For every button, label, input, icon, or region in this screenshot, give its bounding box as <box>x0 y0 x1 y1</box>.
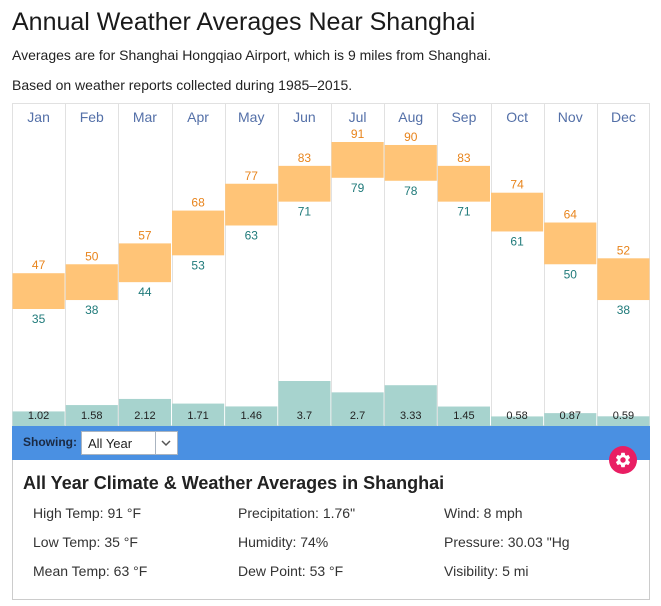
precip-bar <box>172 403 225 426</box>
month-label: Jan <box>27 109 50 125</box>
summary-title: All Year Climate & Weather Averages in S… <box>23 473 445 493</box>
precip-bar <box>65 405 118 426</box>
period-select[interactable]: All Year <box>81 431 178 455</box>
temp-range-bar <box>544 222 597 265</box>
page-title: Annual Weather Averages Near Shanghai <box>12 8 476 36</box>
precip-bar <box>278 381 331 426</box>
low-temp-label: 38 <box>85 303 99 317</box>
high-temp-label: 57 <box>138 228 152 242</box>
monthly-weather-chart: Jan 47 35 1.02 Feb 50 38 1.58 Mar 57 44 2.12 Apr 68 53… <box>12 103 650 426</box>
precip-bar <box>491 416 544 426</box>
high-temp-label: 50 <box>85 249 99 263</box>
select-divider <box>155 432 156 454</box>
wind-stat: Wind: 8 mph <box>444 505 523 521</box>
station-description: Averages are for Shanghai Hongqiao Airpo… <box>12 47 492 63</box>
high-temp-label: 68 <box>191 196 205 210</box>
precip-label: 2.7 <box>350 410 365 422</box>
temp-range-bar <box>491 192 544 232</box>
precip-label: 3.33 <box>400 410 421 422</box>
low-temp-label: 35 <box>32 312 46 326</box>
climate-summary-panel: All Year Climate & Weather Averages in S… <box>12 460 650 600</box>
period-selector-bar: Showing: All Year <box>12 426 650 460</box>
data-period-note: Based on weather reports collected durin… <box>12 77 353 93</box>
high-temp-label: 90 <box>404 130 418 144</box>
temp-range-bar <box>331 142 384 178</box>
precip-bar <box>384 385 437 426</box>
humidity-stat: Humidity: 74% <box>238 534 329 550</box>
high-temp-label: 74 <box>510 178 524 192</box>
month-label: Jun <box>293 109 316 125</box>
high-temp-label: 47 <box>32 258 46 272</box>
high-temp-label: 64 <box>564 208 578 222</box>
low-temp-label: 38 <box>617 303 631 317</box>
temp-range-bar <box>225 183 278 226</box>
low-temp-label: 61 <box>510 234 524 248</box>
month-label: Oct <box>506 109 528 125</box>
high-temp-label: 77 <box>245 169 259 183</box>
month-label: Mar <box>133 109 157 125</box>
low-temp-label: 71 <box>298 205 312 219</box>
precipitation-stat: Precipitation: 1.76" <box>238 505 356 521</box>
precip-label: 1.71 <box>187 410 208 422</box>
high-temp-label: 83 <box>457 151 471 165</box>
low-temp-stat: Low Temp: 35 °F <box>33 534 138 550</box>
precip-label: 0.59 <box>613 410 634 422</box>
temp-range-bar <box>65 264 118 301</box>
month-label: Dec <box>611 109 636 125</box>
high-temp-label: 91 <box>351 127 365 141</box>
precip-bar <box>331 392 384 426</box>
month-label: May <box>238 109 264 125</box>
showing-label: Showing: <box>23 435 77 449</box>
month-label: Nov <box>558 109 583 125</box>
month-label: Sep <box>451 109 476 125</box>
temp-range-bar <box>384 144 437 181</box>
precip-label: 3.7 <box>297 410 312 422</box>
precip-bar <box>544 413 597 426</box>
precip-bar <box>597 416 650 426</box>
low-temp-label: 79 <box>351 181 365 195</box>
temp-range-bar <box>278 165 331 202</box>
temp-range-bar <box>172 210 225 256</box>
month-label: Jul <box>349 109 367 125</box>
precip-label: 1.45 <box>453 410 474 422</box>
chevron-down-icon[interactable] <box>160 437 172 449</box>
period-select-value: All Year <box>88 436 133 451</box>
month-label: Aug <box>398 109 423 125</box>
temp-range-bar <box>597 258 650 301</box>
precip-label: 0.58 <box>506 410 527 422</box>
low-temp-label: 53 <box>191 258 205 272</box>
high-temp-stat: High Temp: 91 °F <box>33 505 142 521</box>
low-temp-label: 50 <box>564 267 578 281</box>
month-label: Feb <box>80 109 104 125</box>
temp-range-bar <box>118 243 171 283</box>
settings-button[interactable] <box>609 446 637 474</box>
pressure-stat: Pressure: 30.03 "Hg <box>444 534 570 550</box>
precip-bar <box>118 398 171 426</box>
temp-range-bar <box>437 165 490 202</box>
low-temp-label: 71 <box>457 205 471 219</box>
precip-bar <box>225 406 278 426</box>
precip-label: 1.58 <box>81 410 102 422</box>
gear-icon <box>615 452 631 468</box>
visibility-stat: Visibility: 5 mi <box>444 563 529 579</box>
precip-label: 1.46 <box>241 410 262 422</box>
high-temp-label: 83 <box>298 151 312 165</box>
low-temp-label: 44 <box>138 285 152 299</box>
low-temp-label: 78 <box>404 184 418 198</box>
dew-point-stat: Dew Point: 53 °F <box>238 563 344 579</box>
temp-range-bar <box>12 273 65 309</box>
high-temp-label: 52 <box>617 243 631 257</box>
precip-bar <box>437 406 490 426</box>
precip-label: 0.87 <box>560 410 581 422</box>
precip-bar <box>12 411 65 426</box>
mean-temp-stat: Mean Temp: 63 °F <box>33 563 148 579</box>
precip-label: 1.02 <box>28 410 49 422</box>
month-label: Apr <box>187 109 209 125</box>
low-temp-label: 63 <box>245 229 259 243</box>
precip-label: 2.12 <box>134 410 155 422</box>
